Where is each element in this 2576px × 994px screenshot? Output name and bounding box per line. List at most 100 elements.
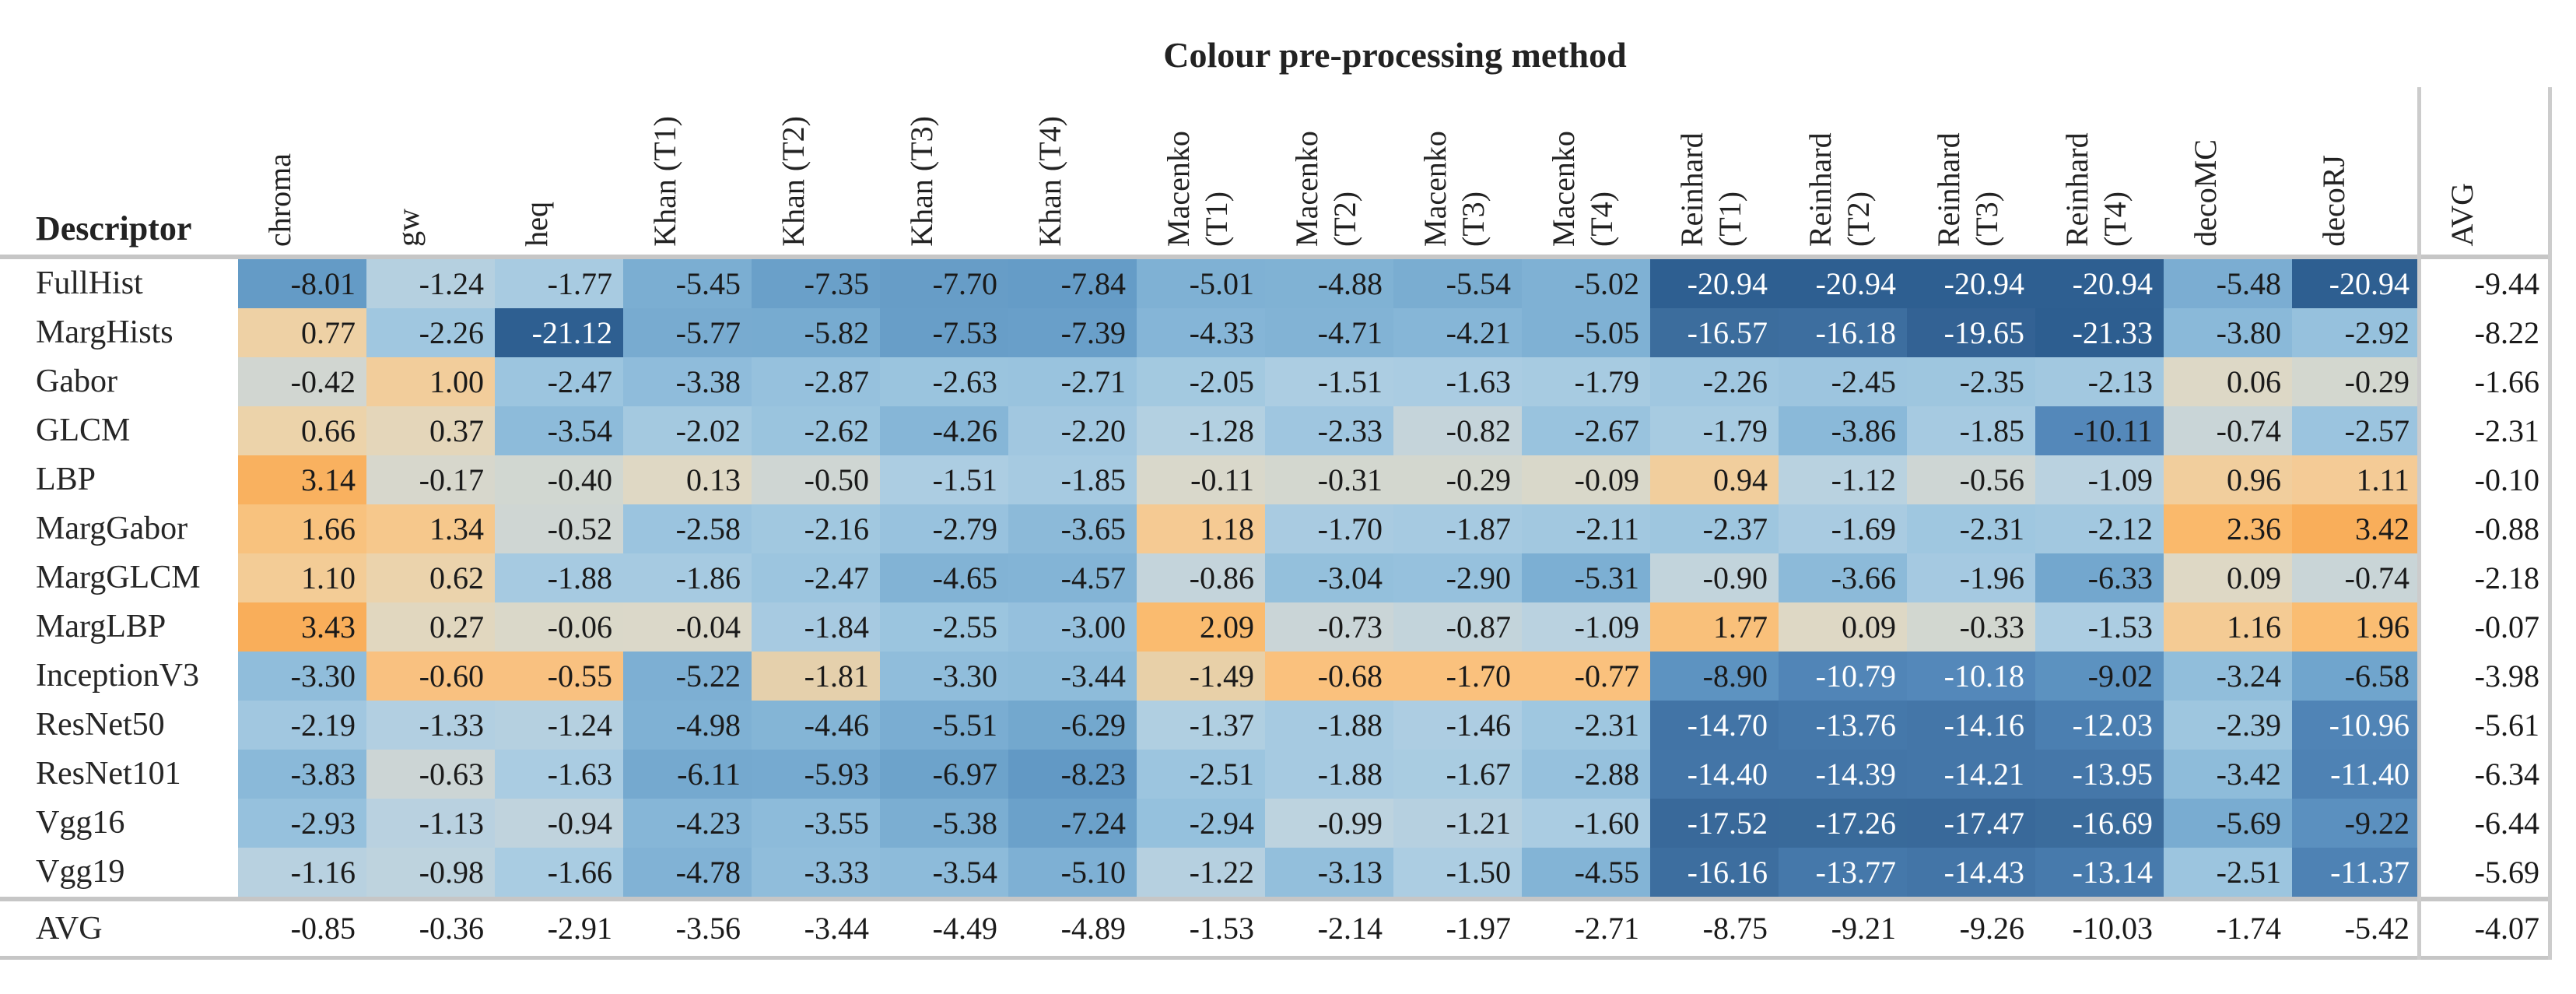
heatmap-cell: -0.11: [1137, 455, 1265, 504]
heatmap-cell: -1.16: [238, 848, 366, 897]
heatmap-cell: -2.45: [1779, 357, 1907, 406]
heatmap-cell: -14.21: [1907, 750, 2035, 799]
heatmap-cell: -16.57: [1650, 308, 1779, 357]
heatmap-cell: -14.40: [1650, 750, 1779, 799]
row-label: MargHists: [36, 314, 173, 350]
heatmap-cell: -2.58: [623, 504, 752, 553]
heatmap-cell: -2.12: [2035, 504, 2164, 553]
heatmap-cell: 3.42: [2292, 504, 2420, 553]
heatmap-cell: -5.54: [1393, 259, 1522, 308]
row-label: Vgg19: [36, 854, 125, 890]
heatmap-cell: -4.78: [623, 848, 752, 897]
heatmap-cell: 3.43: [238, 602, 366, 652]
heatmap-cell: -17.47: [1907, 799, 2035, 848]
row-avg-cell: -2.18: [2420, 553, 2552, 602]
heatmap-cell: -3.55: [752, 799, 880, 848]
heatmap-cell: 0.96: [2164, 455, 2292, 504]
heatmap-cell: -3.86: [1779, 406, 1907, 455]
column-header-label: decoRJ: [2316, 155, 2351, 247]
heatmap-cell: -2.51: [1137, 750, 1265, 799]
heatmap-cell: -4.33: [1137, 308, 1265, 357]
heatmap-cell: -12.03: [2035, 701, 2164, 750]
heatmap-cell: -8.90: [1650, 652, 1779, 701]
heatmap-cell: -13.14: [2035, 848, 2164, 897]
heatmap-cell: -6.33: [2035, 553, 2164, 602]
heatmap-cell: 3.14: [238, 455, 366, 504]
heatmap-cell: -0.29: [2292, 357, 2420, 406]
heatmap-cell: -6.11: [623, 750, 752, 799]
heatmap-cell: -2.51: [2164, 848, 2292, 897]
heatmap-cell: -1.70: [1393, 652, 1522, 701]
heatmap-cell: -2.11: [1522, 504, 1650, 553]
row-avg-cell: -0.88: [2420, 504, 2552, 553]
row-avg-cell: -5.69: [2420, 848, 2552, 897]
heatmap-cell: 1.11: [2292, 455, 2420, 504]
right-edge-divider: [2548, 87, 2552, 960]
row-label: GLCM: [36, 413, 131, 448]
column-header-label: Khan (T2): [776, 116, 811, 247]
heatmap-cell: -0.56: [1907, 455, 2035, 504]
heatmap-cell: -0.74: [2164, 406, 2292, 455]
heatmap-cell: -1.88: [1265, 701, 1393, 750]
column-header-label: Reinhard (T2): [1803, 132, 1876, 247]
heatmap-cell: -7.24: [1008, 799, 1137, 848]
heatmap-cell: -3.30: [238, 652, 366, 701]
heatmap-cell: -4.46: [752, 701, 880, 750]
heatmap-cell: -0.82: [1393, 406, 1522, 455]
heatmap-cell: -2.63: [880, 357, 1008, 406]
avg-row-cell: -10.03: [2035, 901, 2164, 956]
heatmap-cell: -3.65: [1008, 504, 1137, 553]
heatmap-cell: -0.42: [238, 357, 366, 406]
heatmap-cell: -1.24: [366, 259, 495, 308]
heatmap-cell: -3.54: [880, 848, 1008, 897]
bottom-rule: [0, 956, 2552, 960]
avg-row-top-rule: [0, 897, 2552, 901]
heatmap-cell: 0.13: [623, 455, 752, 504]
heatmap-cell: -1.77: [495, 259, 623, 308]
heatmap-cell: -17.26: [1779, 799, 1907, 848]
heatmap-cell: -0.04: [623, 602, 752, 652]
avg-row-cell: -0.36: [366, 901, 495, 956]
heatmap-cell: -2.47: [752, 553, 880, 602]
heatmap-cell: -1.69: [1779, 504, 1907, 553]
heatmap-cell: -2.26: [366, 308, 495, 357]
heatmap-cell: 0.37: [366, 406, 495, 455]
heatmap-cell: 1.34: [366, 504, 495, 553]
row-label: MargGLCM: [36, 560, 201, 595]
column-header-label: gw: [391, 209, 426, 247]
heatmap-cell: -4.65: [880, 553, 1008, 602]
heatmap-cell: -6.97: [880, 750, 1008, 799]
heatmap-cell: -1.88: [1265, 750, 1393, 799]
heatmap-cell: -5.01: [1137, 259, 1265, 308]
avg-row-cell: -2.71: [1522, 901, 1650, 956]
heatmap-cell: -3.44: [1008, 652, 1137, 701]
heatmap-cell: -0.50: [752, 455, 880, 504]
heatmap-cell: -1.79: [1650, 406, 1779, 455]
heatmap-cell: -20.94: [1650, 259, 1779, 308]
heatmap-cell: -20.94: [1907, 259, 2035, 308]
heatmap-cell: -0.17: [366, 455, 495, 504]
heatmap-cell: -19.65: [1907, 308, 2035, 357]
heatmap-cell: -2.02: [623, 406, 752, 455]
heatmap-cell: -10.11: [2035, 406, 2164, 455]
row-avg-cell: -3.98: [2420, 652, 2552, 701]
heatmap-cell: -2.88: [1522, 750, 1650, 799]
header-rule: [0, 255, 2552, 259]
heatmap-cell: -16.16: [1650, 848, 1779, 897]
heatmap-cell: -7.70: [880, 259, 1008, 308]
heatmap-grid: Descriptor chroma gw heq Khan (T1) Khan (T2) K…: [0, 116, 2552, 960]
heatmap-cell: -14.16: [1907, 701, 2035, 750]
heatmap-cell: -0.40: [495, 455, 623, 504]
heatmap-cell: -1.66: [495, 848, 623, 897]
heatmap-cell: -1.28: [1137, 406, 1265, 455]
heatmap-cell: -1.51: [880, 455, 1008, 504]
heatmap-cell: -3.80: [2164, 308, 2292, 357]
heatmap-cell: -1.63: [495, 750, 623, 799]
heatmap-cell: -5.69: [2164, 799, 2292, 848]
heatmap-cell: -1.50: [1393, 848, 1522, 897]
heatmap-cell: -0.77: [1522, 652, 1650, 701]
heatmap-cell: -1.84: [752, 602, 880, 652]
column-header-label: Reinhard (T1): [1674, 132, 1747, 247]
heatmap-cell: -4.55: [1522, 848, 1650, 897]
row-avg-cell: -8.22: [2420, 308, 2552, 357]
